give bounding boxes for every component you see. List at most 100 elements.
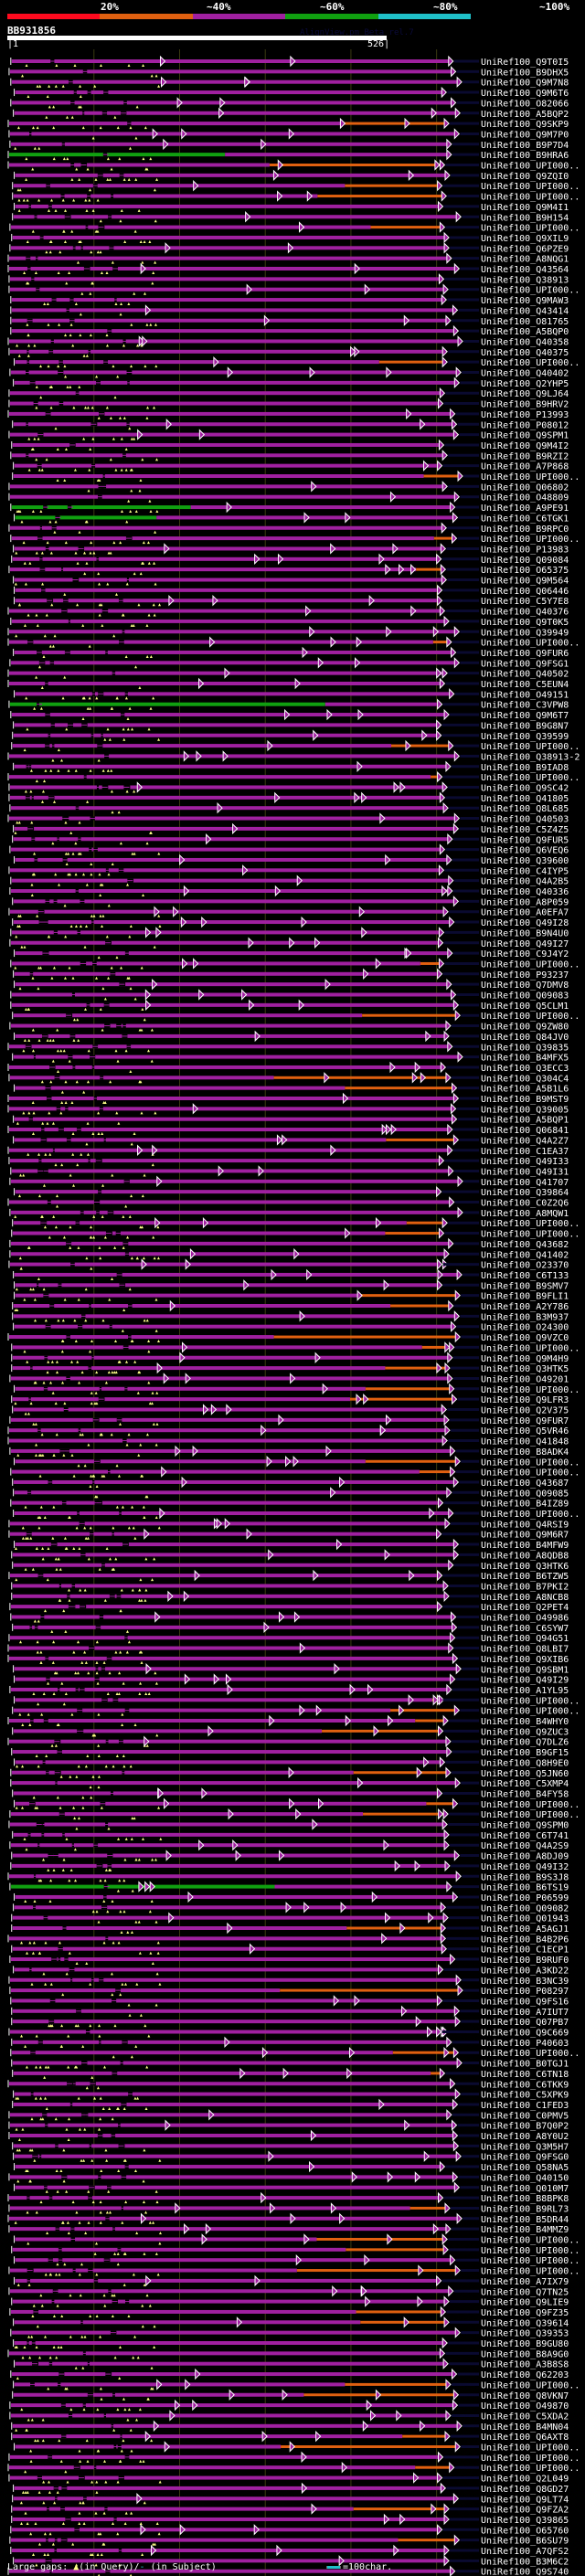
hit-label: UniRef100_Q9FUR5 <box>481 835 569 845</box>
hit-segment-purple <box>14 1138 387 1142</box>
query-gap-marker <box>15 551 18 555</box>
subject-gap-marker <box>436 1528 442 1540</box>
hit-label: UniRef100_Q9FSG0 <box>481 2153 569 2163</box>
query-gap-marker <box>43 1516 47 1519</box>
hit-segment-orange <box>419 1470 451 1474</box>
query-gap-marker <box>24 582 27 586</box>
query-gap-marker <box>87 489 90 493</box>
subject-gap-marker <box>452 429 460 440</box>
subject-gap-marker <box>285 1456 292 1468</box>
subject-gap-marker <box>164 2441 170 2453</box>
hit-segment-green <box>11 505 191 510</box>
subject-gap-marker <box>317 657 324 669</box>
hit-segment-purple <box>11 59 449 63</box>
query-gap-marker <box>143 1018 146 1022</box>
subject-gap-marker <box>444 1424 451 1436</box>
hit-segment-purple <box>10 246 445 250</box>
query-gap-marker <box>49 1080 53 1084</box>
subject-gap-marker <box>298 221 305 233</box>
subject-gap-marker <box>442 801 449 814</box>
hit-label: UniRef100_Q9M4H9 <box>481 1354 569 1364</box>
subject-gap-marker <box>198 989 205 1001</box>
query-gap-marker <box>40 1712 44 1716</box>
subject-gap-marker <box>156 1362 163 1374</box>
query-gap-marker <box>44 1152 48 1156</box>
query-gap-marker <box>114 1557 118 1561</box>
subject-gap-marker <box>441 1216 448 1229</box>
subject-gap-marker <box>184 2222 190 2235</box>
query-gap-marker <box>153 2542 156 2546</box>
subject-gap-marker <box>451 97 457 109</box>
subject-gap-marker <box>445 1766 452 1778</box>
query-gap-marker <box>120 1931 123 1934</box>
query-gap-marker <box>78 1381 81 1384</box>
query-gap-marker <box>28 2148 32 2152</box>
query-gap-marker <box>45 115 48 119</box>
hit-segment-purple <box>14 2559 445 2563</box>
query-gap-marker <box>55 2169 58 2173</box>
subject-gap-marker <box>448 2285 454 2297</box>
query-gap-marker <box>95 1671 99 1675</box>
hit-label: UniRef100_C5XMP4 <box>481 1779 569 1789</box>
query-gap-marker <box>133 437 136 440</box>
query-gap-marker <box>57 1319 60 1322</box>
query-gap-marker <box>48 1235 51 1239</box>
hit-segment-purple <box>13 2496 454 2501</box>
hit-segment-purple <box>9 2113 447 2117</box>
query-gap-marker <box>129 510 133 514</box>
hit-segment-purple <box>12 1231 386 1235</box>
query-gap-marker <box>35 1443 38 1447</box>
subject-gap-marker <box>444 2430 451 2443</box>
query-gap-marker <box>85 561 89 565</box>
subject-gap-marker <box>333 1995 339 2007</box>
subject-gap-marker <box>193 958 199 970</box>
subject-gap-marker <box>392 543 399 555</box>
subject-gap-marker <box>138 335 144 347</box>
query-gap-marker <box>89 551 92 555</box>
hit-label: UniRef100_UPI000.. <box>481 1800 580 1810</box>
hit-segment-purple <box>15 951 448 956</box>
subject-gap-marker <box>436 729 442 741</box>
subject-gap-marker <box>448 875 454 886</box>
query-gap-marker <box>97 1775 101 1778</box>
query-gap-marker <box>148 2304 152 2307</box>
query-gap-marker <box>21 2490 25 2494</box>
hit-label: UniRef100_A5B1L6 <box>481 1085 569 1095</box>
hit-label: UniRef100_Q2YHP5 <box>481 379 569 389</box>
query-gap-marker <box>142 1256 145 1260</box>
subject-gap-marker <box>287 242 294 254</box>
subject-gap-marker <box>437 1268 443 1281</box>
hit-label: UniRef100_UPI000.. <box>481 535 580 545</box>
hit-segment-purple <box>9 1574 438 1578</box>
subject-gap-marker <box>144 304 152 316</box>
subject-gap-marker <box>290 1373 296 1384</box>
hit-segment-green <box>15 515 157 520</box>
query-gap-marker <box>129 1069 133 1073</box>
query-gap-marker <box>34 2096 37 2100</box>
subject-gap-marker <box>196 750 202 762</box>
query-gap-marker <box>106 344 110 347</box>
query-gap-marker <box>25 1848 28 1851</box>
scale-note-text: =100char. <box>343 2562 393 2572</box>
query-gap-marker <box>96 250 100 254</box>
query-gap-marker <box>50 1629 54 1633</box>
hit-label: UniRef100_A7IUT7 <box>481 2008 569 2018</box>
query-gap-marker <box>134 2418 138 2422</box>
subject-gap-marker <box>455 1871 462 1882</box>
query-gap-marker <box>61 1381 65 1384</box>
query-gap-marker <box>39 510 43 514</box>
query-gap-marker <box>27 354 30 357</box>
subject-gap-marker <box>218 107 225 119</box>
query-gap-marker <box>122 1879 126 1882</box>
subject-gap-marker <box>450 2253 456 2266</box>
query-gap-marker <box>86 1152 90 1156</box>
subject-gap-marker <box>445 1735 452 1747</box>
query-gap-marker <box>89 706 92 710</box>
query-gap-marker <box>131 1889 134 1892</box>
hit-segment-purple <box>12 2299 445 2304</box>
query-bar <box>7 36 387 40</box>
query-gap-marker <box>103 1879 107 1882</box>
hit-label: UniRef100_UPI000.. <box>481 2443 580 2454</box>
query-gap-marker <box>46 1578 49 1582</box>
query-gap-marker <box>103 2065 107 2069</box>
